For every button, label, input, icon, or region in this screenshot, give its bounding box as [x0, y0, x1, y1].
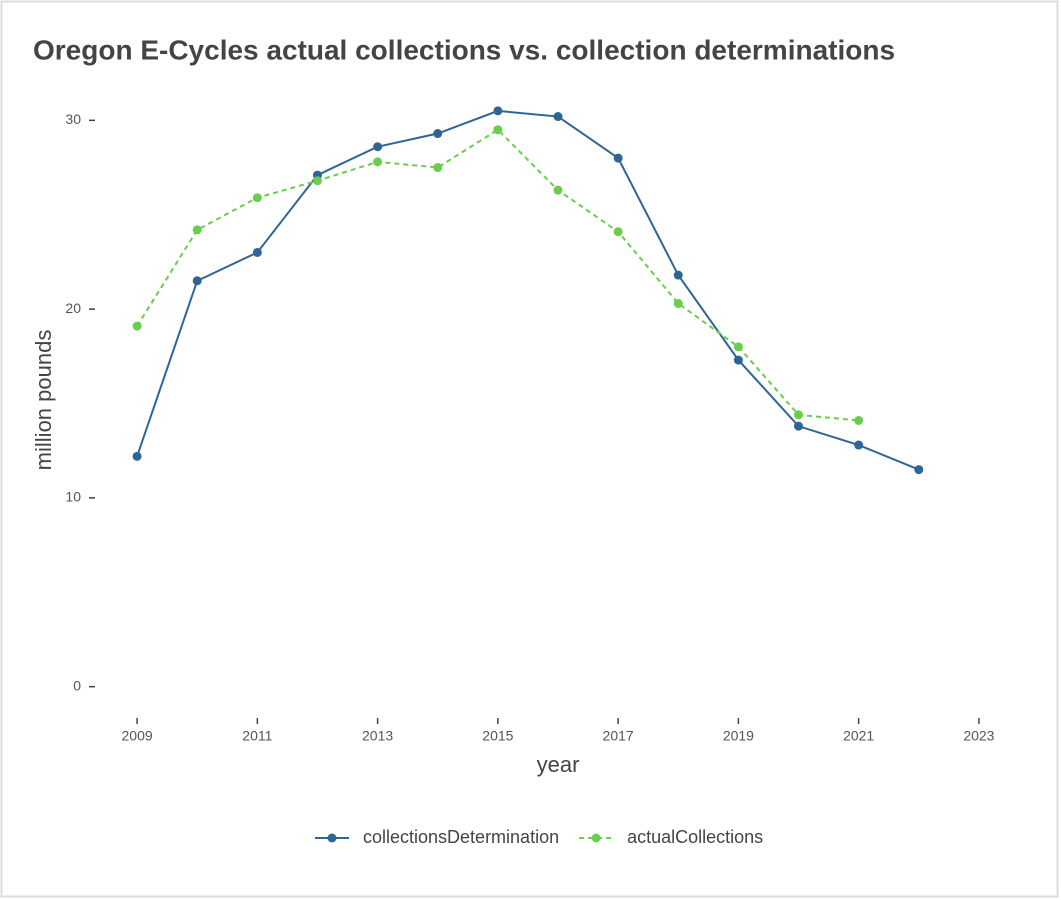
- point: [373, 142, 383, 152]
- y-tick-label: 10: [65, 489, 81, 505]
- point: [794, 410, 804, 420]
- point: [854, 415, 864, 425]
- point: [553, 185, 563, 195]
- x-tick-label: 2013: [362, 728, 393, 744]
- point: [433, 129, 443, 139]
- point: [493, 106, 503, 116]
- x-tick-label: 2011: [242, 728, 272, 744]
- x-tick-label: 2015: [482, 728, 513, 744]
- point: [613, 227, 623, 237]
- point: [613, 153, 623, 163]
- x-tick-label: 2009: [122, 728, 153, 744]
- y-tick-label: 0: [73, 677, 81, 693]
- x-axis-label: year: [537, 752, 580, 777]
- x-tick-label: 2021: [843, 728, 874, 744]
- series-line: [136, 109, 920, 471]
- point: [132, 321, 142, 331]
- point: [493, 125, 503, 135]
- point: [132, 451, 142, 461]
- point: [733, 342, 743, 352]
- point: [252, 193, 262, 203]
- point: [673, 270, 683, 280]
- legend-label: actualCollections: [627, 827, 763, 847]
- x-tick-label: 2017: [603, 728, 634, 744]
- point: [733, 355, 743, 365]
- x-tick-label: 2023: [963, 728, 994, 744]
- point: [854, 440, 864, 450]
- point: [433, 163, 443, 173]
- point: [794, 421, 804, 431]
- legend-point: [327, 833, 337, 843]
- point: [192, 225, 202, 235]
- legend-point: [591, 833, 601, 843]
- point: [373, 157, 383, 167]
- point: [553, 112, 563, 122]
- point: [914, 465, 924, 475]
- legend-label: collectionsDetermination: [363, 827, 559, 847]
- x-tick-label: 2019: [723, 728, 754, 744]
- chart-title: Oregon E-Cycles actual collections vs. c…: [33, 34, 895, 65]
- y-tick-label: 30: [65, 111, 81, 127]
- y-axis-label: million pounds: [31, 330, 56, 471]
- point: [673, 298, 683, 308]
- point: [312, 176, 322, 186]
- point: [252, 247, 262, 257]
- y-tick-label: 20: [65, 300, 81, 316]
- point: [192, 276, 202, 286]
